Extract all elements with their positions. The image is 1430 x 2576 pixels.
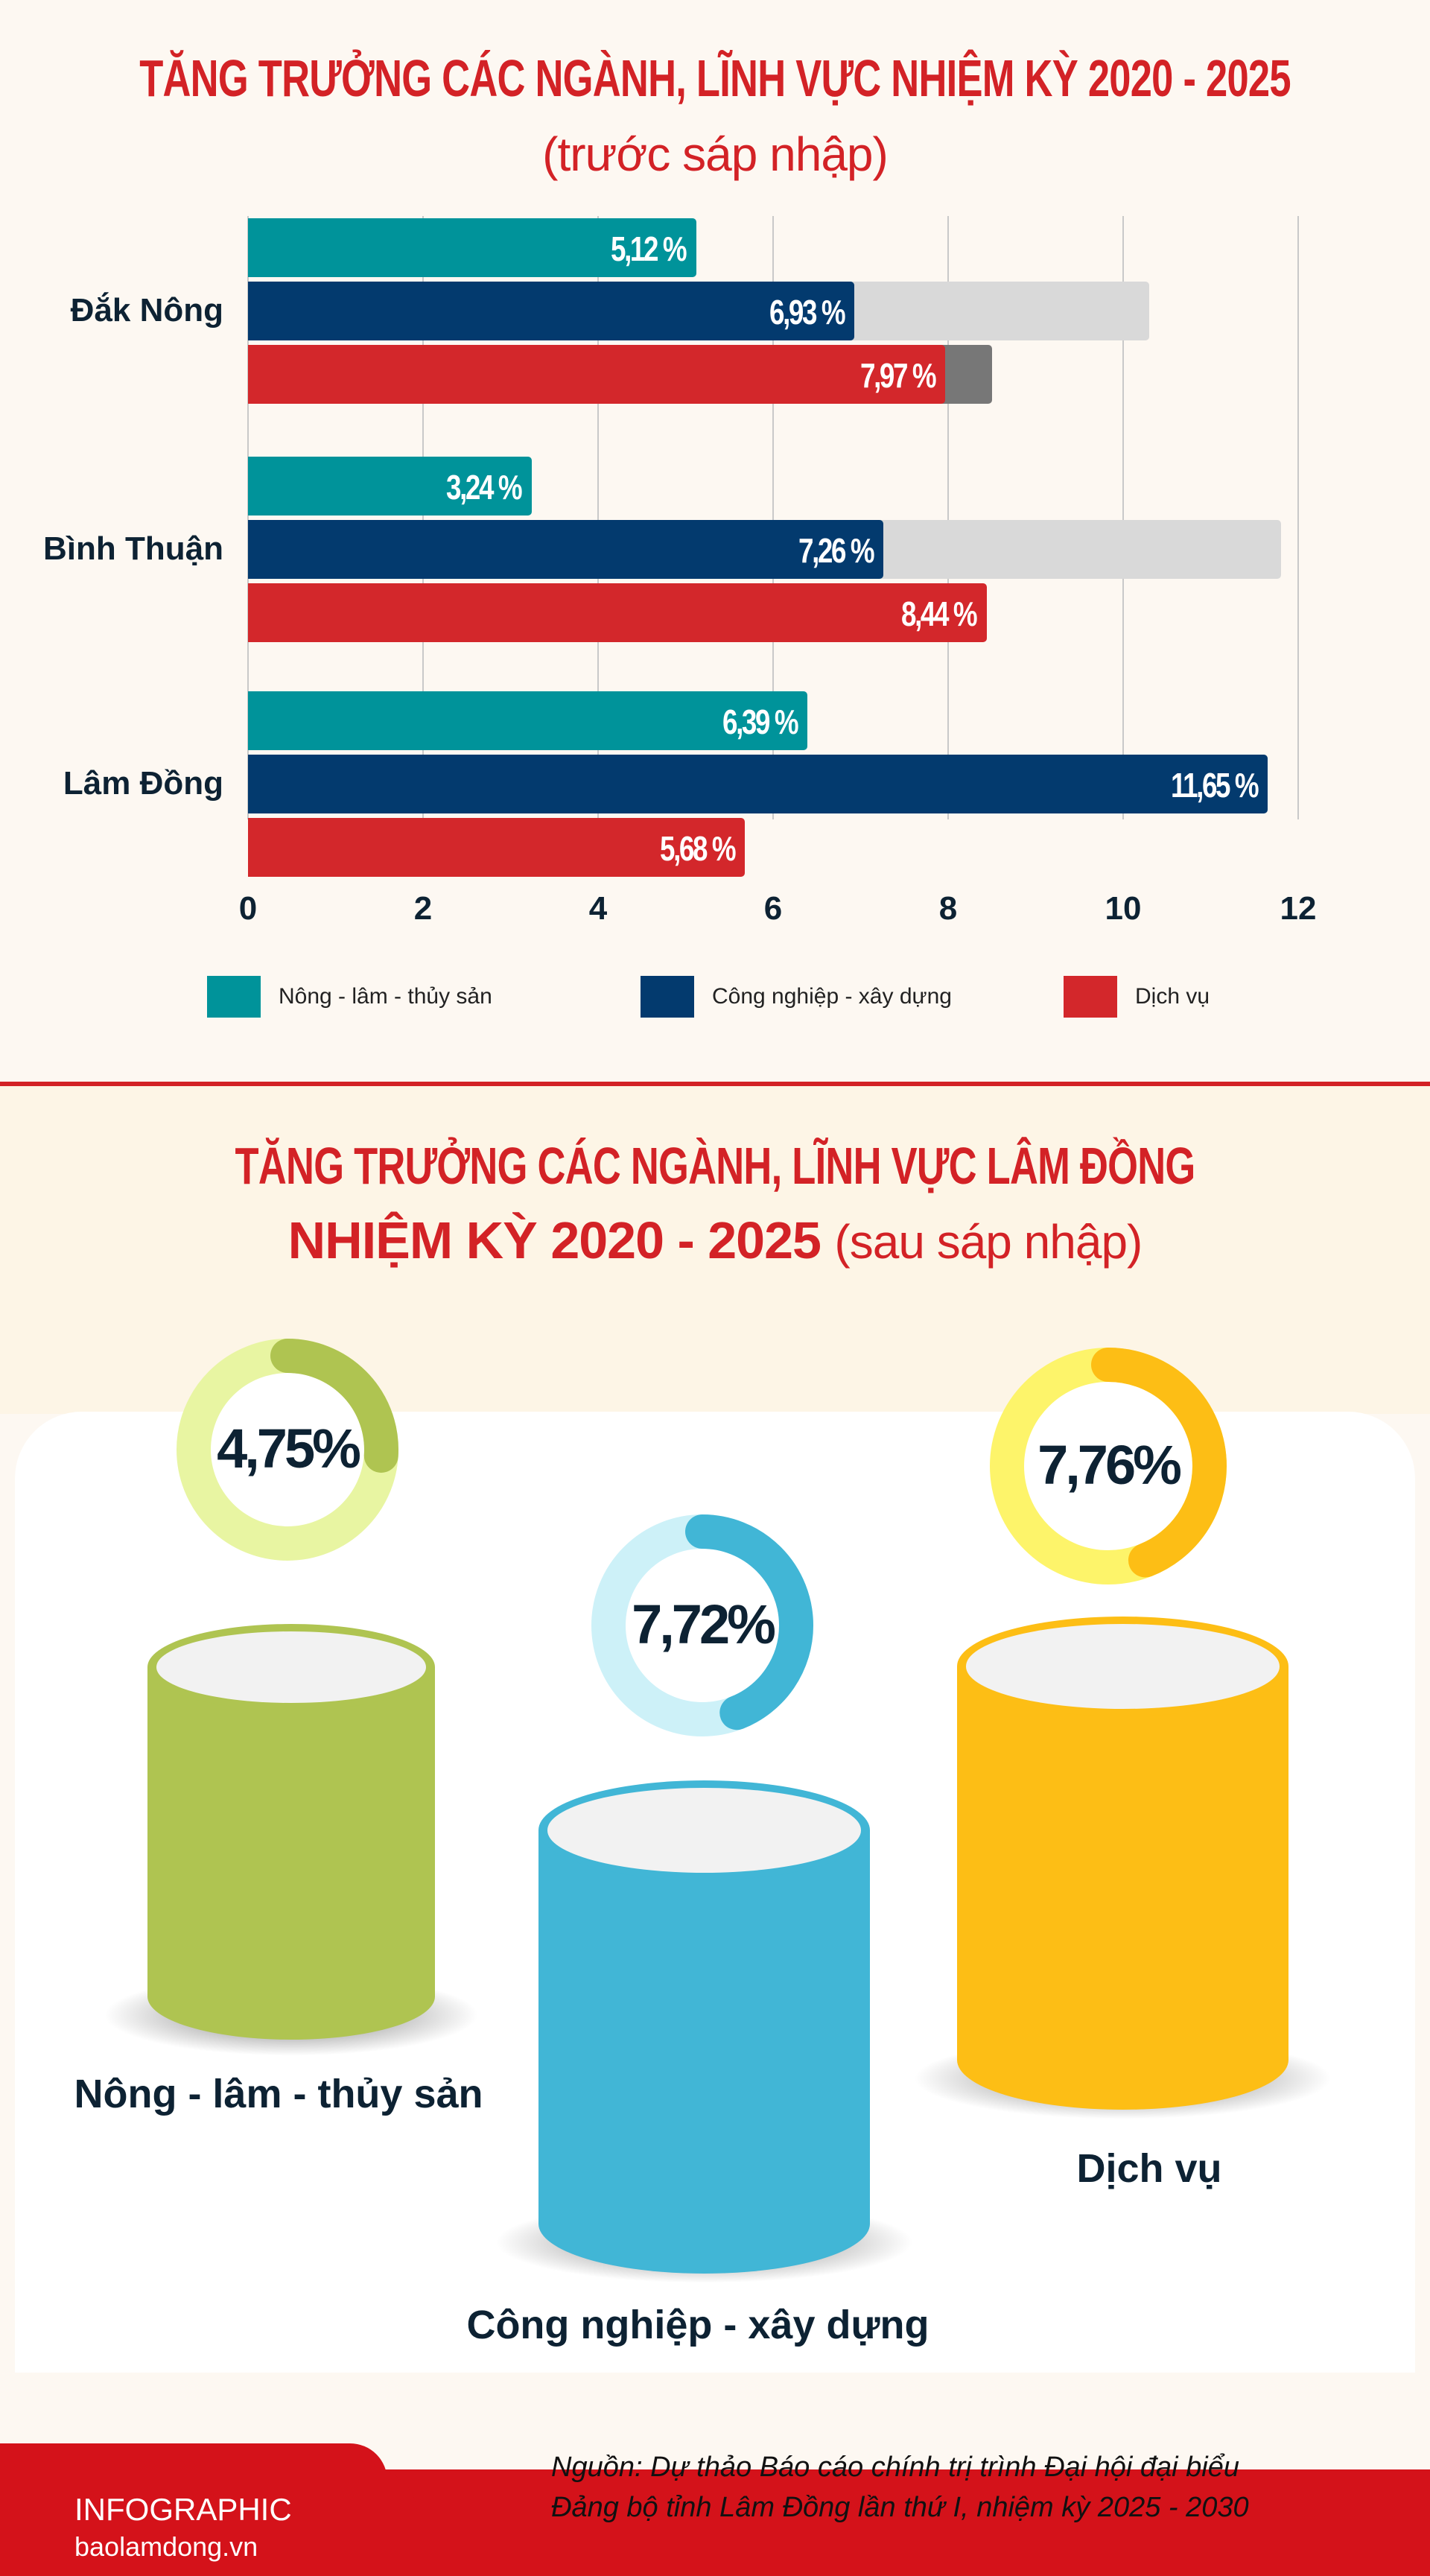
site-link[interactable]: baolamdong.vn [74,2531,258,2562]
cylinder [147,1624,435,2040]
bar: 3,24 % [248,457,532,515]
x-tick-label: 6 [763,890,783,927]
cylinder-body [538,1830,870,2274]
bar-value-label: 5,68 % [660,829,737,868]
cylinder-opening [156,1631,426,1703]
cylinder [957,1617,1288,2110]
sector-label: Nông - lâm - thủy sản [74,2072,483,2116]
x-tick-label: 0 [238,890,258,927]
bar-value-label: 8,44 % [901,594,979,633]
section2-title-line2-text: NHIỆM KỲ 2020 - 2025 [287,1211,822,1269]
gridline [247,216,249,819]
gridline [1122,216,1124,819]
legend-item-industry: Công nghiệp - xây dựng [641,976,952,1018]
section2-title-line1: TĂNG TRƯỞNG CÁC NGÀNH, LĨNH VỰC LÂM ĐỒNG [0,1136,1430,1199]
cylinder [538,1780,870,2274]
bar-value-label: 5,12 % [611,229,687,268]
x-tick-label: 12 [1280,890,1317,927]
bar: 7,97 % [248,345,946,404]
legend-label: Công nghiệp - xây dựng [712,984,952,1009]
legend-item-agri: Nông - lâm - thủy sản [207,976,492,1018]
category-label: Lâm Đồng [63,765,223,802]
donut-gauge: 7,72% [591,1514,814,1737]
bar: 6,39 % [248,691,807,750]
bar: 11,65 % [248,755,1268,813]
sector-label: Công nghiệp - xây dựng [466,2303,930,2347]
legend-label: Nông - lâm - thủy sản [279,984,492,1009]
donut-value: 4,75% [217,1418,361,1479]
bar: 5,68 % [248,818,746,877]
bar: 8,44 % [248,583,987,642]
x-tick-label: 8 [938,890,958,927]
bar-value-label: 3,24 % [446,468,524,507]
category-label: Bình Thuận [43,530,223,567]
gridline [772,216,774,819]
sector-label: Dịch vụ [1076,2146,1222,2191]
section2-title-line1-text: TĂNG TRƯỞNG CÁC NGÀNH, LĨNH VỰC LÂM ĐỒNG [235,1137,1196,1195]
bar-value-label: 7,26 % [798,531,875,570]
gridline [947,216,949,819]
x-tick-label: 2 [413,890,433,927]
x-tick-label: 4 [588,890,608,927]
legend-swatch [207,976,261,1018]
legend-item-service: Dịch vụ [1064,976,1210,1018]
brand-label: INFOGRAPHIC [74,2492,292,2527]
source-line: Nguồn: Dự thảo Báo cáo chính trị trình Đ… [551,2452,1239,2483]
donut-arc [177,1339,398,1561]
bar-value-label: 6,93 % [769,293,846,331]
chart-subtitle: (trước sáp nhập) [542,127,889,181]
bar-value-label: 6,39 % [722,702,799,741]
source-note: Nguồn: Dự thảo Báo cáo chính trị trình Đ… [551,2447,1249,2528]
bar: 6,93 % [248,282,855,340]
gridline [1297,216,1299,819]
gridline [422,216,424,819]
footer-tab-top [0,2443,387,2488]
source-line: Đảng bộ tỉnh Lâm Đồng lần thứ I, nhiệm k… [551,2492,1249,2523]
legend-swatch [1064,976,1117,1018]
donut-arc [990,1348,1227,1584]
cylinder-opening [547,1788,861,1873]
chart-title: TĂNG TRƯỞNG CÁC NGÀNH, LĨNH VỰC NHIỆM KỲ… [0,48,1430,112]
x-tick-label: 10 [1105,890,1142,927]
bar-value-label: 7,97 % [860,356,937,395]
donut-value: 7,72% [632,1593,776,1655]
legend-label: Dịch vụ [1135,984,1210,1009]
donut-gauge: 7,76% [989,1347,1227,1585]
bar: 7,26 % [248,520,884,579]
section2-title-line2: NHIỆM KỲ 2020 - 2025 (sau sáp nhập) [0,1211,1430,1274]
donut-arc [591,1514,813,1736]
section2-title-suffix: (sau sáp nhập) [834,1215,1143,1269]
bar: 5,12 % [248,218,696,277]
cylinder-opening [966,1624,1280,1709]
category-label: Đắk Nông [70,292,223,329]
divider [0,1082,1430,1086]
cylinder-body [147,1666,435,2040]
gridline [597,216,599,819]
donut-gauge: 4,75% [176,1338,399,1561]
bar-value-label: 11,65 % [1170,766,1259,805]
cylinder-body [957,1666,1288,2110]
legend-swatch [641,976,694,1018]
donut-value: 7,76% [1037,1434,1182,1496]
chart-title-text: TĂNG TRƯỞNG CÁC NGÀNH, LĨNH VỰC NHIỆM KỲ… [139,49,1291,107]
